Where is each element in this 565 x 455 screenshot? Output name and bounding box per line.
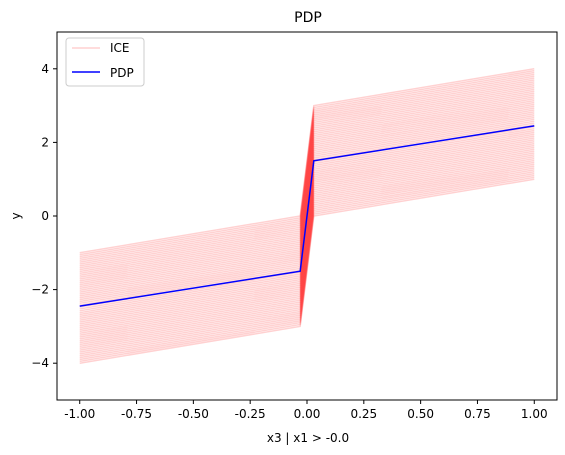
x-tick-label: 0.50 xyxy=(407,407,434,421)
legend-ice-label: ICE xyxy=(110,41,130,55)
y-tick-label: −2 xyxy=(31,283,49,297)
ice-line xyxy=(79,156,535,342)
x-tick-label: -0.75 xyxy=(121,407,152,421)
ice-line xyxy=(79,109,535,295)
chart-title: PDP xyxy=(294,10,322,26)
ice-line xyxy=(79,139,535,325)
ice-line xyxy=(79,84,535,271)
ice-line xyxy=(79,99,535,286)
ice-line xyxy=(79,114,535,301)
ice-line xyxy=(79,79,535,265)
ice-line xyxy=(79,96,535,282)
ice-line xyxy=(79,111,535,297)
ice-curves xyxy=(79,68,535,364)
ice-line xyxy=(79,88,535,275)
legend-box xyxy=(65,37,145,87)
y-tick-label: −4 xyxy=(31,356,49,370)
pdp-line xyxy=(79,125,535,307)
x-tick-label: 1.00 xyxy=(521,407,548,421)
x-tick-label: -1.00 xyxy=(64,407,95,421)
ice-line xyxy=(79,94,535,280)
pdp-curve xyxy=(79,125,535,307)
y-tick-label: 4 xyxy=(41,62,49,76)
ice-line xyxy=(79,141,535,327)
ice-line xyxy=(79,81,535,267)
x-tick-label: -0.25 xyxy=(235,407,266,421)
x-axis: -1.00 -0.75 -0.50 -0.25 0.00 0.25 0.50 0.75 1.00 xyxy=(64,400,548,421)
ice-line xyxy=(79,75,535,262)
legend: ICE PDP xyxy=(65,37,145,87)
ice-line xyxy=(79,152,535,338)
ice-line xyxy=(79,68,535,254)
ice-line xyxy=(79,90,535,276)
ice-line xyxy=(79,105,535,291)
ice-line xyxy=(79,71,535,258)
ice-line xyxy=(79,137,535,323)
ice-line xyxy=(79,77,535,263)
ice-line xyxy=(79,133,535,320)
ice-line xyxy=(79,165,535,351)
legend-pdp-label: PDP xyxy=(110,66,134,80)
ice-line xyxy=(79,163,535,349)
ice-line xyxy=(79,98,535,284)
ice-line xyxy=(79,73,535,260)
ice-line xyxy=(79,86,535,273)
x-tick-label: -0.50 xyxy=(178,407,209,421)
ice-line xyxy=(79,154,535,340)
ice-line xyxy=(79,150,535,336)
ice-line xyxy=(79,157,535,344)
ice-line xyxy=(79,69,535,256)
ice-line xyxy=(79,178,535,364)
ice-line xyxy=(79,159,535,346)
x-tick-label: 0.25 xyxy=(350,407,377,421)
ice-line xyxy=(79,116,535,303)
y-axis-label: y xyxy=(9,212,23,219)
ice-line xyxy=(79,174,535,361)
ice-line xyxy=(79,172,535,359)
x-tick-label: 0.00 xyxy=(294,407,321,421)
y-axis: −4 −2 0 2 4 xyxy=(31,62,57,370)
ice-line xyxy=(79,146,535,333)
ice-line xyxy=(79,176,535,363)
ice-line xyxy=(79,92,535,278)
ice-line xyxy=(79,83,535,269)
ice-line xyxy=(79,135,535,321)
ice-line xyxy=(79,129,535,316)
ice-line xyxy=(79,148,535,334)
ice-line xyxy=(79,107,535,293)
x-tick-label: 0.75 xyxy=(464,407,491,421)
ice-line xyxy=(79,131,535,318)
ice-line xyxy=(79,142,535,329)
ice-line xyxy=(79,112,535,299)
y-tick-label: 2 xyxy=(41,135,49,149)
ice-line xyxy=(79,101,535,288)
ice-line xyxy=(79,161,535,348)
x-axis-label: x3 | x1 > -0.0 xyxy=(267,431,349,445)
ice-line xyxy=(79,103,535,290)
ice-line xyxy=(79,144,535,331)
ice-line xyxy=(79,167,535,353)
y-tick-label: 0 xyxy=(41,209,49,223)
ice-line xyxy=(79,170,535,357)
ice-line xyxy=(79,169,535,355)
